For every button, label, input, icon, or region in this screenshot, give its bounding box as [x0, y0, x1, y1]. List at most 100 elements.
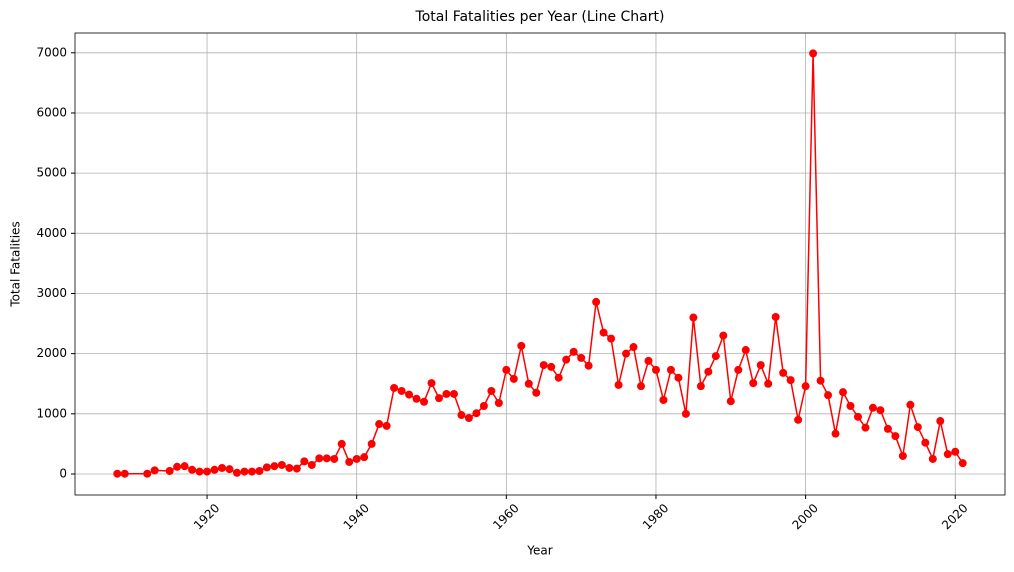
data-point: [509, 374, 518, 383]
data-point: [824, 391, 833, 400]
data-point: [532, 388, 541, 397]
data-point: [906, 400, 915, 409]
data-point: [113, 469, 122, 478]
data-point: [689, 313, 698, 322]
y-tick-label: 2000: [36, 346, 67, 360]
data-point: [569, 347, 578, 356]
data-point: [607, 334, 616, 343]
data-point: [577, 353, 586, 362]
data-point: [247, 467, 256, 476]
data-point: [809, 49, 818, 58]
y-tick-label: 6000: [36, 105, 67, 119]
data-point: [120, 469, 129, 478]
data-point: [292, 464, 301, 473]
data-point: [218, 463, 227, 472]
data-point: [277, 460, 286, 469]
data-point: [719, 331, 728, 340]
data-line: [117, 53, 964, 475]
data-point: [472, 409, 481, 418]
x-tick-label: 1960: [490, 501, 521, 532]
data-point: [397, 386, 406, 395]
data-point: [659, 395, 668, 404]
data-point: [442, 389, 451, 398]
data-point: [188, 465, 197, 474]
data-point: [517, 341, 526, 350]
data-point: [405, 390, 414, 399]
data-point: [584, 361, 593, 370]
data-point: [876, 406, 885, 415]
data-point: [232, 468, 241, 477]
data-point: [255, 466, 264, 475]
data-point: [225, 465, 234, 474]
data-point: [165, 466, 174, 475]
data-point: [853, 412, 862, 421]
data-point: [921, 438, 930, 447]
data-point: [928, 454, 937, 463]
plot-frame: [74, 32, 1006, 496]
data-point: [382, 421, 391, 430]
data-point: [457, 411, 466, 420]
data-point: [883, 424, 892, 433]
data-point: [539, 361, 548, 370]
data-point: [210, 465, 219, 474]
data-point: [794, 415, 803, 424]
data-point: [352, 454, 361, 463]
data-point: [764, 379, 773, 388]
data-point: [666, 365, 675, 374]
data-point: [749, 379, 758, 388]
data-point: [180, 462, 189, 471]
data-point: [696, 382, 705, 391]
data-point: [195, 467, 204, 476]
data-point: [173, 462, 182, 471]
data-point: [644, 356, 653, 365]
data-point: [300, 457, 309, 466]
data-point: [420, 397, 429, 406]
data-point: [330, 454, 339, 463]
data-point: [726, 397, 735, 406]
x-axis-label: Year: [526, 544, 552, 558]
data-point: [487, 386, 496, 395]
data-point: [390, 383, 399, 392]
data-point: [592, 297, 601, 306]
data-point: [262, 463, 271, 472]
data-point: [816, 376, 825, 385]
data-point: [502, 365, 511, 374]
data-point: [891, 432, 900, 441]
data-point: [681, 409, 690, 418]
data-point: [337, 439, 346, 448]
y-tick-label: 1000: [36, 406, 67, 420]
y-tick-label: 5000: [36, 166, 67, 180]
x-tick-label: 2000: [790, 501, 821, 532]
data-point: [150, 466, 159, 475]
data-point: [464, 414, 473, 423]
data-point: [434, 394, 443, 403]
data-point: [711, 352, 720, 361]
data-point: [741, 346, 750, 355]
y-tick-label: 4000: [36, 226, 67, 240]
data-point: [360, 453, 369, 462]
data-point: [412, 394, 421, 403]
data-point: [771, 312, 780, 321]
data-point: [898, 451, 907, 460]
data-point: [936, 417, 945, 426]
data-point: [779, 368, 788, 377]
data-point: [547, 362, 556, 371]
x-tick-label: 1940: [341, 501, 372, 532]
data-point: [562, 355, 571, 364]
data-point: [801, 382, 810, 391]
data-point: [240, 467, 249, 476]
data-point: [629, 343, 638, 352]
data-point: [375, 420, 384, 429]
data-point: [479, 402, 488, 411]
data-point: [861, 423, 870, 432]
data-point: [943, 450, 952, 459]
data-point: [614, 380, 623, 389]
data-point: [913, 423, 922, 432]
data-point: [143, 469, 152, 478]
y-tick-label: 7000: [36, 45, 67, 59]
data-point: [554, 373, 563, 382]
x-tick-label: 1920: [191, 501, 222, 532]
data-point: [449, 389, 458, 398]
data-point: [958, 459, 967, 468]
